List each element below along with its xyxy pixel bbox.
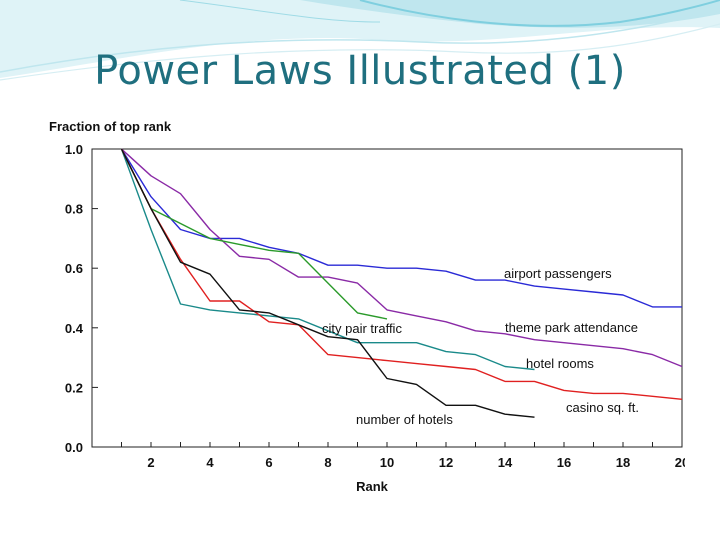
y-ticks: 0.0 0.2 0.4 0.6 0.8 1.0 — [65, 142, 98, 455]
x-tick-label: 12 — [439, 455, 453, 470]
series-line-airport-passengers — [120, 148, 682, 308]
x-tick-label: 20 — [675, 455, 685, 470]
slide-title: Power Laws Illustrated (1) — [94, 48, 626, 94]
x-tick-label: 6 — [265, 455, 272, 470]
y-tick-label: 0.2 — [65, 380, 83, 395]
y-axis-title: Fraction of top rank — [49, 119, 172, 134]
series-label-number-of-hotels: number of hotels — [356, 412, 453, 427]
chart-panel: Fraction of top rank Rank 0.0 0.2 0.4 0.6 0.… — [45, 117, 685, 497]
x-tick-label: 16 — [557, 455, 571, 470]
series-labels: airport passengers theme park attendance c… — [322, 266, 639, 427]
y-tick-label: 0.8 — [65, 202, 83, 217]
x-tick-label: 10 — [380, 455, 394, 470]
series-label-casino-sq-ft-: casino sq. ft. — [566, 400, 639, 415]
x-tick-label: 18 — [616, 455, 630, 470]
x-tick-label: 4 — [206, 455, 214, 470]
y-tick-label: 0.0 — [65, 440, 83, 455]
series-line-number-of-hotels — [120, 148, 535, 418]
x-axis-title: Rank — [356, 479, 389, 494]
series-line-casino-sq-ft- — [120, 148, 683, 400]
y-tick-label: 1.0 — [65, 142, 83, 157]
x-tick-label: 2 — [147, 455, 154, 470]
series-label-airport-passengers: airport passengers — [504, 266, 612, 281]
series-line-hotel-rooms — [120, 148, 535, 371]
y-tick-label: 0.4 — [65, 321, 84, 336]
series-lines — [120, 148, 683, 418]
series-line-theme-park-attendance — [121, 148, 683, 368]
slide-header-decoration — [0, 0, 720, 81]
series-label-theme-park-attendance: theme park attendance — [505, 320, 638, 335]
series-label-hotel-rooms: hotel rooms — [526, 356, 594, 371]
y-tick-label: 0.6 — [65, 261, 83, 276]
x-tick-label: 8 — [324, 455, 331, 470]
series-line-city-pair-traffic — [120, 148, 388, 320]
x-tick-label: 14 — [498, 455, 513, 470]
power-law-chart: Fraction of top rank Rank 0.00.20.40.60.… — [49, 119, 685, 494]
series-label-city-pair-traffic: city pair traffic — [322, 321, 402, 336]
x-ticks: 2 4 6 8 10 12 14 16 18 20 — [121, 442, 685, 470]
